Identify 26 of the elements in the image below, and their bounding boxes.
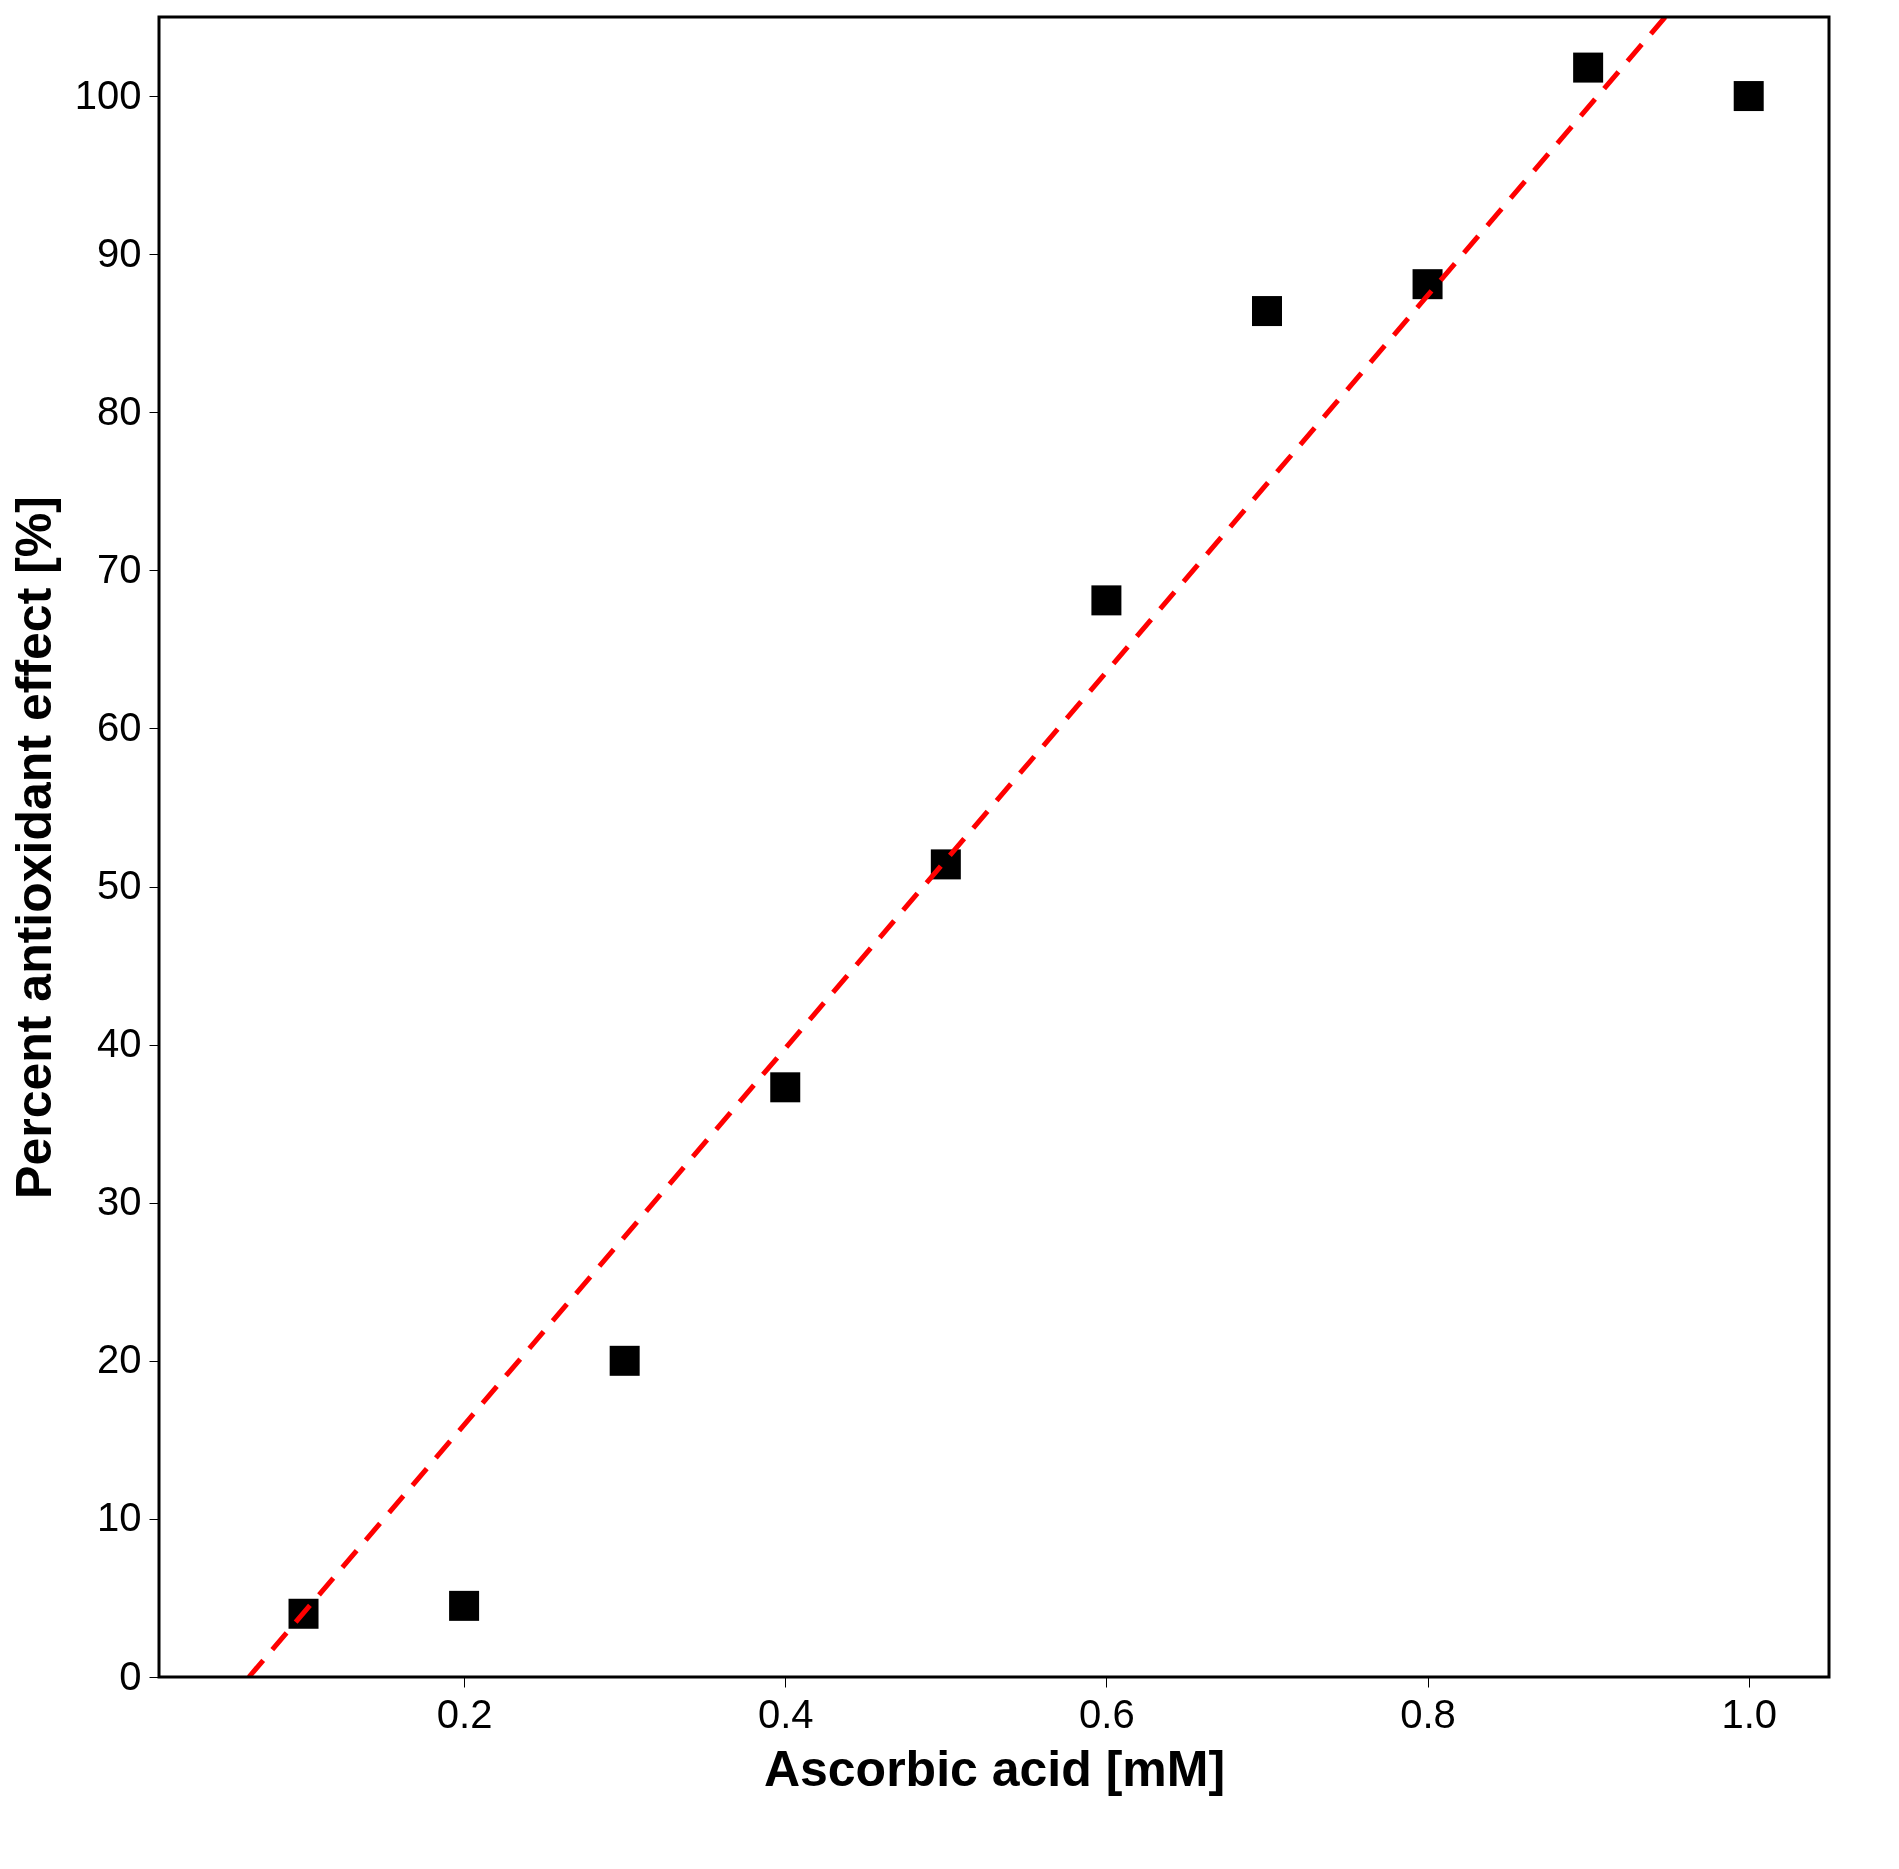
y-tick-label: 70 <box>97 546 142 591</box>
x-tick-label: 0.2 <box>436 1691 493 1736</box>
y-tick-label: 90 <box>97 230 142 275</box>
y-tick-label: 50 <box>97 863 142 908</box>
y-tick-label: 40 <box>97 1021 142 1066</box>
y-tick-label: 20 <box>97 1337 142 1382</box>
y-tick-label: 10 <box>97 1495 142 1540</box>
point <box>449 1590 480 1621</box>
x-tick-label: 0.4 <box>757 1691 814 1736</box>
y-tick-label: 80 <box>97 388 142 433</box>
y-axis-title: Percent antioxidant effect [%] <box>5 496 62 1199</box>
point <box>1573 52 1604 83</box>
point <box>1733 81 1764 112</box>
point <box>1251 296 1282 327</box>
point <box>770 1072 801 1103</box>
y-tick-label: 30 <box>97 1179 142 1224</box>
y-tick-label: 100 <box>74 72 142 117</box>
x-tick-label: 0.8 <box>1400 1691 1456 1736</box>
point <box>609 1345 640 1376</box>
point <box>1412 269 1443 300</box>
x-tick-label: 1.0 <box>1721 1691 1778 1736</box>
y-tick-label: 60 <box>97 704 142 749</box>
x-axis-title: Ascorbic acid [mM] <box>763 1740 1226 1797</box>
x-tick-label: 0.6 <box>1079 1691 1135 1736</box>
point <box>1091 585 1122 616</box>
y-tick-label: 0 <box>119 1653 142 1698</box>
